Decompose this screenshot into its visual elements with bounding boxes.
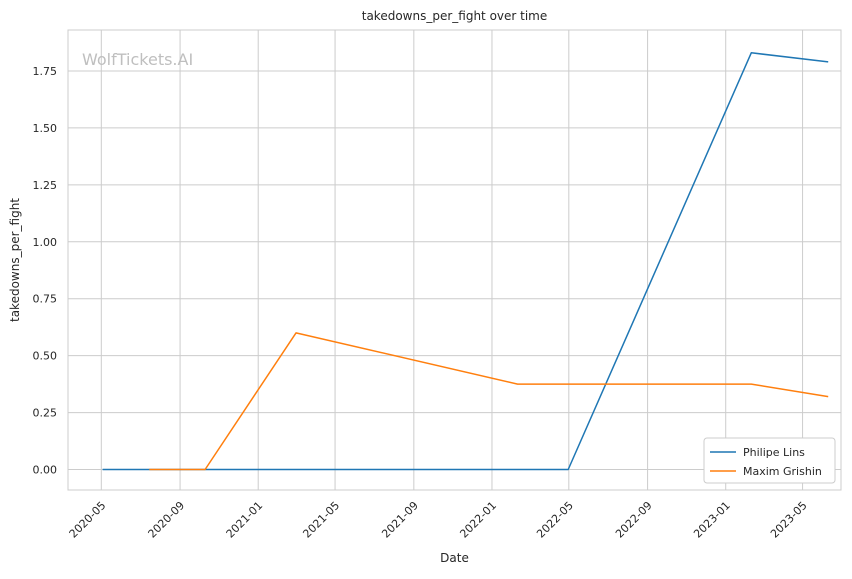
y-tick-label: 1.00 xyxy=(33,236,58,249)
x-tick-label: 2023-05 xyxy=(768,499,810,541)
chart-title: takedowns_per_fight over time xyxy=(362,9,548,23)
y-tick-label: 0.75 xyxy=(33,293,58,306)
x-tick-label: 2020-05 xyxy=(67,499,109,541)
x-tick-label: 2022-05 xyxy=(534,499,576,541)
y-tick-label: 1.50 xyxy=(33,122,58,135)
x-tick-labels: 2020-05 2020-09 2021-01 2021-05 2021-09 2022-… xyxy=(67,499,810,541)
grid-lines xyxy=(68,30,841,490)
x-tick-label: 2020-09 xyxy=(145,499,187,541)
y-tick-label: 0.25 xyxy=(33,407,58,420)
legend: Philipe Lins Maxim Grishin xyxy=(703,437,836,484)
x-tick-label: 2022-01 xyxy=(457,499,499,541)
y-tick-label: 0.00 xyxy=(33,464,58,477)
x-tick-label: 2022-09 xyxy=(613,499,655,541)
legend-box xyxy=(703,437,836,484)
legend-label-maxim-grishin: Maxim Grishin xyxy=(743,465,822,478)
legend-label-philipe-lins: Philipe Lins xyxy=(743,446,805,459)
x-tick-label: 2021-01 xyxy=(224,499,266,541)
plot-area xyxy=(67,29,842,491)
x-tick-label: 2023-01 xyxy=(691,499,733,541)
y-tick-labels: 0.00 0.25 0.50 0.75 1.00 1.25 1.50 1.75 xyxy=(33,65,58,477)
y-tick-label: 1.25 xyxy=(33,179,58,192)
x-tick-label: 2021-09 xyxy=(379,499,421,541)
y-tick-label: 1.75 xyxy=(33,65,58,78)
watermark: WolfTickets.AI xyxy=(82,50,193,69)
x-tick-label: 2021-05 xyxy=(300,499,342,541)
y-axis-label: takedowns_per_fight xyxy=(8,198,22,322)
series-lines xyxy=(102,52,829,471)
y-tick-label: 0.50 xyxy=(33,350,58,363)
series-line-philipe-lins xyxy=(102,52,829,471)
x-axis-label: Date xyxy=(440,551,469,565)
series-line-maxim-grishin xyxy=(149,332,829,471)
